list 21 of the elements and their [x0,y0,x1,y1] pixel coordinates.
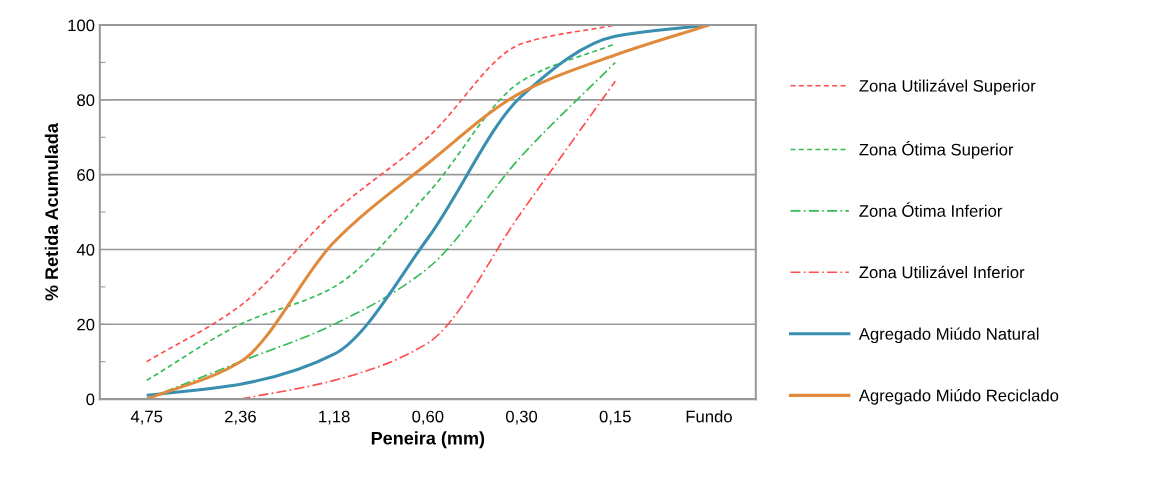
x-tick-label: 0,30 [505,410,538,425]
x-tick-label: Fundo [686,410,732,423]
legend-label: Zona Utilizável Inferior [859,265,1025,279]
y-tick-label: 100 [68,19,95,32]
legend-label: Zona Ótima Superior [859,140,1014,159]
legend-label: Zona Ótima Inferior [859,202,1003,217]
y-tick-label: 40 [76,243,95,256]
x-tick-label: 4,75 [130,410,163,425]
x-tick-label: 0,60 [412,410,444,425]
legend-label: Zona Utilizável Superior [859,79,1036,96]
x-axis-title: Peneira (mm) [371,431,485,449]
x-tick-label: 2,36 [225,410,256,425]
x-tick-label: 1,18 [319,410,350,425]
legend-label: Agregado Miúdo Reciclado [858,388,1059,405]
legend-label: Agregado Miúdo Natural [858,327,1039,344]
y-tick-label: 20 [77,318,95,331]
y-tick-label: 80 [77,94,95,107]
y-tick-label: 60 [77,169,95,181]
y-tick-label: 0 [86,393,95,406]
x-tick-label: 0,15 [599,410,631,425]
y-axis-title: % Retida Acumulada [44,123,59,301]
